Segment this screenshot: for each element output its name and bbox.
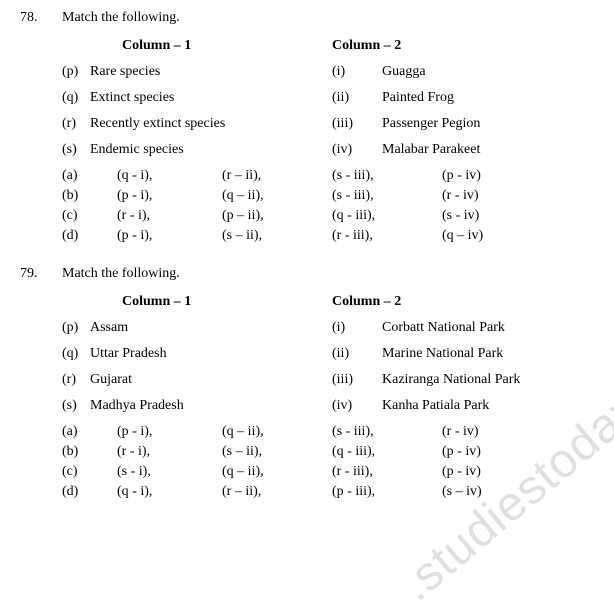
option-part: (r - iv) <box>442 424 479 440</box>
option-row: (a) (p - i), (q – ii), (s - iii), (r - i… <box>62 424 594 440</box>
col1-text: Recently extinct species <box>90 116 225 132</box>
col1-text: Madhya Pradesh <box>90 398 184 414</box>
option-part: (r – ii), <box>222 168 332 184</box>
option-part: (p – ii), <box>222 208 332 224</box>
col1-text: Rare species <box>90 64 160 80</box>
option-label: (a) <box>62 168 117 184</box>
option-row: (d) (q - i), (r – ii), (p - iii), (s – i… <box>62 484 594 500</box>
col1-label: (p) <box>62 320 90 336</box>
option-row: (a) (q - i), (r – ii), (s - iii), (p - i… <box>62 168 594 184</box>
option-part: (s – ii), <box>222 228 332 244</box>
col1-text: Uttar Pradesh <box>90 346 167 362</box>
col2-text: Painted Frog <box>382 90 454 106</box>
option-label: (c) <box>62 208 117 224</box>
question-78: 78. Match the following. Column – 1 Colu… <box>20 10 594 248</box>
option-part: (s – ii), <box>222 444 332 460</box>
option-part: (q – ii), <box>222 424 332 440</box>
option-part: (p - iii), <box>332 484 442 500</box>
option-part: (r - iii), <box>332 228 442 244</box>
option-part: (q - i), <box>117 168 222 184</box>
option-part: (p - i), <box>117 228 222 244</box>
match-row: (r)Gujarat (iii)Kaziranga National Park <box>62 372 594 388</box>
option-row: (b) (r - i), (s – ii), (q - iii), (p - i… <box>62 444 594 460</box>
option-part: (s - iii), <box>332 424 442 440</box>
option-label: (c) <box>62 464 117 480</box>
option-part: (s - i), <box>117 464 222 480</box>
option-row: (c) (s - i), (q – ii), (r - iii), (p - i… <box>62 464 594 480</box>
col1-label: (r) <box>62 372 90 388</box>
column1-header: Column – 1 <box>62 38 332 54</box>
option-part: (p - i), <box>117 424 222 440</box>
col1-label: (r) <box>62 116 90 132</box>
col1-text: Endemic species <box>90 142 184 158</box>
col1-label: (q) <box>62 346 90 362</box>
match-row: (r)Recently extinct species (iii)Passeng… <box>62 116 594 132</box>
question-prompt: Match the following. <box>62 10 594 26</box>
col1-label: (s) <box>62 398 90 414</box>
option-row: (d) (p - i), (s – ii), (r - iii), (q – i… <box>62 228 594 244</box>
option-part: (q - i), <box>117 484 222 500</box>
col2-label: (iv) <box>332 142 382 158</box>
option-part: (r - i), <box>117 444 222 460</box>
option-part: (s - iv) <box>442 208 479 224</box>
column2-header: Column – 2 <box>332 38 401 54</box>
option-part: (s - iii), <box>332 188 442 204</box>
col2-label: (iv) <box>332 398 382 414</box>
option-part: (r - iv) <box>442 188 479 204</box>
option-part: (q – iv) <box>442 228 483 244</box>
option-label: (d) <box>62 484 117 500</box>
match-row: (p)Rare species (i)Guagga <box>62 64 594 80</box>
question-number: 78. <box>20 10 62 26</box>
option-part: (s – iv) <box>442 484 482 500</box>
option-part: (q - iii), <box>332 444 442 460</box>
option-part: (r - i), <box>117 208 222 224</box>
col2-text: Kanha Patiala Park <box>382 398 489 414</box>
match-row: (q)Uttar Pradesh (ii)Marine National Par… <box>62 346 594 362</box>
col2-text: Malabar Parakeet <box>382 142 480 158</box>
col2-label: (ii) <box>332 346 382 362</box>
option-label: (b) <box>62 188 117 204</box>
col1-label: (s) <box>62 142 90 158</box>
col1-label: (q) <box>62 90 90 106</box>
col2-text: Kaziranga National Park <box>382 372 520 388</box>
option-label: (a) <box>62 424 117 440</box>
option-part: (q – ii), <box>222 188 332 204</box>
match-row: (p)Assam (i)Corbatt National Park <box>62 320 594 336</box>
option-part: (p - iv) <box>442 464 481 480</box>
option-part: (q – ii), <box>222 464 332 480</box>
col1-text: Extinct species <box>90 90 174 106</box>
question-number: 79. <box>20 266 62 282</box>
col2-label: (iii) <box>332 116 382 132</box>
option-part: (q - iii), <box>332 208 442 224</box>
option-row: (b) (p - i), (q – ii), (s - iii), (r - i… <box>62 188 594 204</box>
col2-label: (ii) <box>332 90 382 106</box>
col2-label: (iii) <box>332 372 382 388</box>
col2-text: Corbatt National Park <box>382 320 505 336</box>
option-row: (c) (r - i), (p – ii), (q - iii), (s - i… <box>62 208 594 224</box>
col2-text: Passenger Pegion <box>382 116 480 132</box>
option-part: (p - iv) <box>442 168 481 184</box>
option-part: (r – ii), <box>222 484 332 500</box>
col1-text: Assam <box>90 320 128 336</box>
column2-header: Column – 2 <box>332 294 401 310</box>
option-part: (p - iv) <box>442 444 481 460</box>
match-row: (q)Extinct species (ii)Painted Frog <box>62 90 594 106</box>
match-row: (s)Endemic species (iv)Malabar Parakeet <box>62 142 594 158</box>
question-prompt: Match the following. <box>62 266 594 282</box>
col1-text: Gujarat <box>90 372 132 388</box>
col2-label: (i) <box>332 64 382 80</box>
col2-text: Marine National Park <box>382 346 503 362</box>
column1-header: Column – 1 <box>62 294 332 310</box>
col1-label: (p) <box>62 64 90 80</box>
option-part: (r - iii), <box>332 464 442 480</box>
option-label: (b) <box>62 444 117 460</box>
col2-label: (i) <box>332 320 382 336</box>
option-label: (d) <box>62 228 117 244</box>
option-part: (p - i), <box>117 188 222 204</box>
match-row: (s)Madhya Pradesh (iv)Kanha Patiala Park <box>62 398 594 414</box>
question-79: 79. Match the following. Column – 1 Colu… <box>20 266 594 504</box>
col2-text: Guagga <box>382 64 426 80</box>
option-part: (s - iii), <box>332 168 442 184</box>
